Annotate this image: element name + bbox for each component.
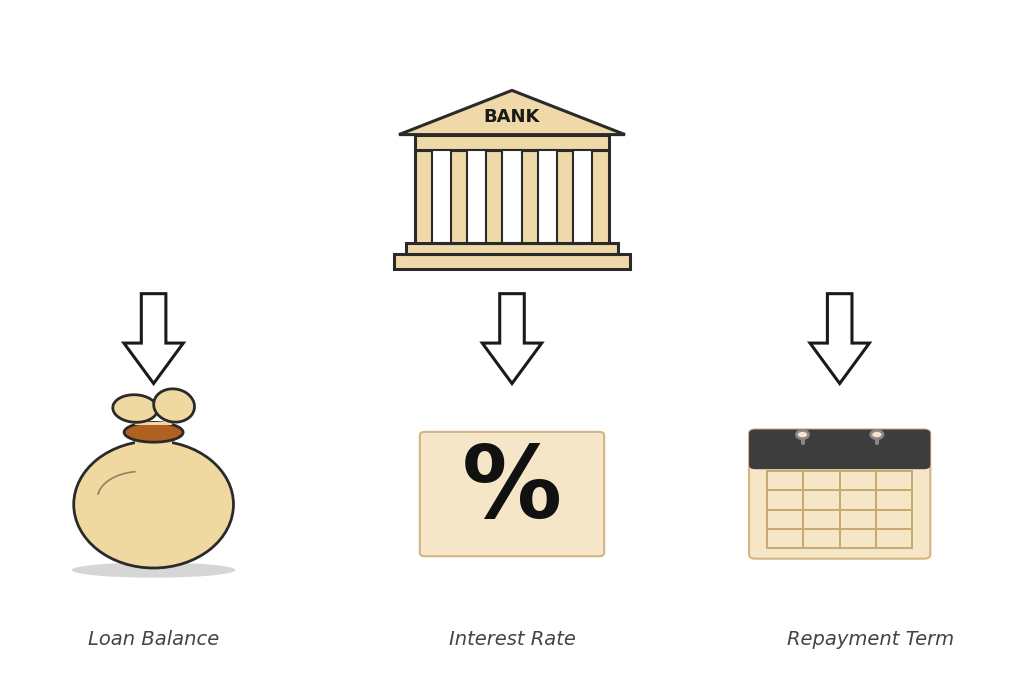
Bar <box>840 491 876 510</box>
Bar <box>135 422 172 425</box>
Bar <box>135 422 172 444</box>
Text: Repayment Term: Repayment Term <box>786 630 954 649</box>
Polygon shape <box>810 294 869 384</box>
Bar <box>767 510 804 529</box>
Bar <box>406 243 617 254</box>
Bar <box>876 491 912 510</box>
FancyBboxPatch shape <box>749 430 930 558</box>
Polygon shape <box>399 91 625 135</box>
Bar <box>467 150 486 243</box>
Ellipse shape <box>113 395 158 422</box>
Text: BANK: BANK <box>483 108 541 126</box>
Bar <box>767 471 804 491</box>
Text: %: % <box>462 442 562 539</box>
Circle shape <box>870 430 883 439</box>
Ellipse shape <box>154 389 195 422</box>
Ellipse shape <box>74 441 233 568</box>
Bar <box>394 254 630 269</box>
FancyBboxPatch shape <box>749 430 930 469</box>
Bar <box>503 150 521 243</box>
FancyBboxPatch shape <box>420 432 604 556</box>
Ellipse shape <box>124 422 183 442</box>
Text: Interest Rate: Interest Rate <box>449 630 575 649</box>
Bar <box>876 510 912 529</box>
Bar <box>573 150 593 243</box>
Bar <box>538 150 557 243</box>
Text: Loan Balance: Loan Balance <box>88 630 219 649</box>
Ellipse shape <box>72 562 236 578</box>
Bar <box>840 529 876 549</box>
Bar <box>767 491 804 510</box>
Bar <box>804 491 840 510</box>
Bar <box>755 434 924 465</box>
Bar <box>804 529 840 549</box>
Bar <box>840 510 876 529</box>
Polygon shape <box>124 294 183 384</box>
Bar <box>840 471 876 491</box>
Polygon shape <box>482 294 542 384</box>
Bar <box>416 135 608 150</box>
Bar <box>876 471 912 491</box>
Bar <box>876 529 912 549</box>
Bar <box>767 529 804 549</box>
Bar <box>804 471 840 491</box>
Bar <box>416 150 608 243</box>
Bar <box>431 150 451 243</box>
Circle shape <box>797 430 809 439</box>
Bar <box>804 510 840 529</box>
